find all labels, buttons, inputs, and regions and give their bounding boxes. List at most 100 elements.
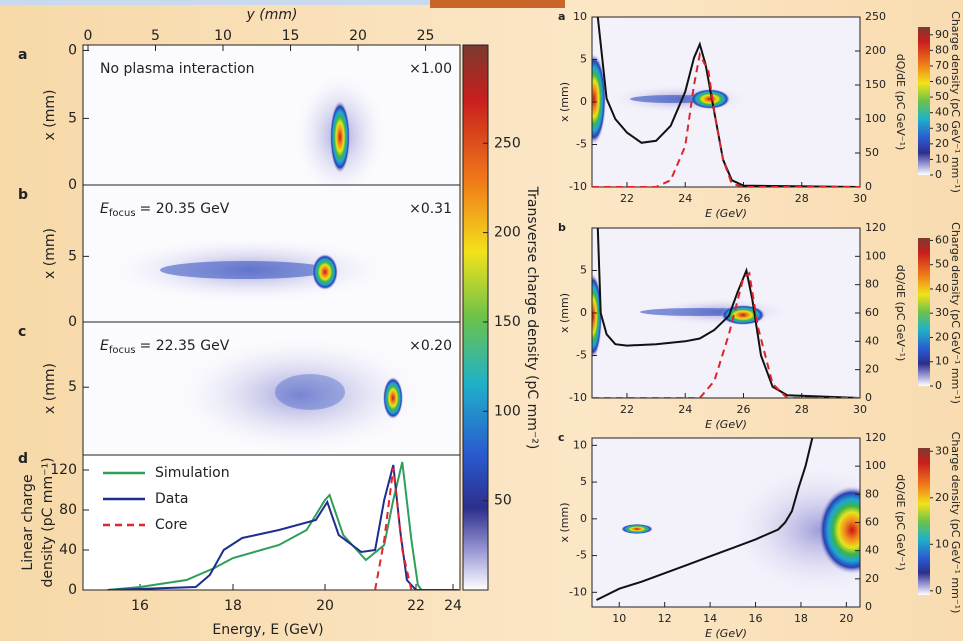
top-strip	[0, 0, 430, 5]
x-tick-label: 28	[795, 192, 809, 205]
annotation: No plasma interaction	[100, 61, 255, 77]
annotation-subscript: focus	[109, 345, 136, 356]
x-tick-label: 22	[620, 192, 634, 205]
y2-axis-label: dQ/dE (pC GeV⁻¹)	[894, 474, 907, 571]
x-tick-label: 26	[736, 192, 750, 205]
data-line	[592, 51, 860, 187]
data-line	[107, 464, 459, 590]
colorbar-tick-label: 250	[494, 135, 521, 151]
panel-label: b	[18, 187, 28, 203]
colorbar-tick-label: 50	[935, 90, 949, 103]
data-line	[596, 438, 814, 601]
y2-tick-label: 20	[865, 363, 879, 376]
x-tick-label: 24	[678, 403, 692, 416]
y-tick-label: 0	[68, 177, 77, 193]
plot-area	[82, 454, 461, 591]
x-tick-label: 12	[658, 612, 672, 625]
y-axis-label: x (mm)	[558, 293, 571, 333]
colorbar-tick-label: 60	[935, 75, 949, 88]
y-tick-label: 5	[580, 53, 587, 66]
heatmap-blob	[383, 377, 403, 419]
colorbar-tick-label: 30	[935, 121, 949, 134]
x-tick-label: 30	[853, 403, 867, 416]
heatmap-blob	[730, 465, 860, 595]
y-tick-label: 0	[580, 95, 587, 108]
colorbar-tick-label: 30	[935, 444, 949, 457]
y-axis-label: density (pC mm⁻¹)	[40, 457, 56, 587]
colorbar-tick-label: 0	[935, 584, 942, 597]
y-tick-label: 80	[59, 502, 77, 518]
y-tick-label: -10	[569, 180, 587, 193]
x-tick-label: 22	[407, 598, 425, 614]
colorbar-tick-label: 20	[935, 137, 949, 150]
y-tick-label: 0	[68, 582, 77, 598]
y-tick-label: 5	[580, 264, 587, 277]
y-tick-label: 0	[68, 314, 77, 330]
y-tick-label: -10	[569, 585, 587, 598]
legend-label: Simulation	[155, 465, 230, 481]
legend-label: Core	[155, 517, 187, 533]
panel-label: b	[558, 221, 566, 234]
y2-tick-label: 200	[865, 44, 886, 57]
y2-tick-label: 20	[865, 572, 879, 585]
heatmap-blob	[592, 54, 606, 144]
colorbar-tick-label: 30	[935, 306, 949, 319]
y2-tick-label: 40	[865, 544, 879, 557]
y-tick-label: 5	[68, 248, 77, 264]
colorbar-label: Charge density (pC GeV⁻¹ mm⁻¹)	[949, 11, 962, 193]
colorbar	[918, 27, 930, 175]
x-tick-label: 24	[444, 598, 462, 614]
x-tick-label: 16	[131, 598, 149, 614]
y-tick-label: 0	[68, 42, 77, 58]
y2-tick-label: 60	[865, 306, 879, 319]
x-tick-label: 10	[612, 612, 626, 625]
y-axis-label: Linear charge	[20, 474, 36, 570]
y-tick-label: 40	[59, 542, 77, 558]
x-tick-label: 0	[84, 28, 93, 44]
y2-tick-label: 100	[865, 249, 886, 262]
x-axis-label: E (GeV)	[705, 627, 747, 640]
x-tick-label: 18	[224, 598, 242, 614]
colorbar-tick-label: 150	[494, 314, 521, 330]
y-tick-label: -5	[576, 549, 587, 562]
colorbar-tick-label: 60	[935, 233, 949, 246]
y2-tick-label: 80	[865, 278, 879, 291]
heatmap-blob	[721, 305, 765, 325]
y2-tick-label: 0	[865, 391, 872, 404]
colorbar-label: Transverse charge density (pC mm⁻²)	[524, 186, 540, 450]
y-tick-label: 10	[573, 10, 587, 23]
heatmap-image	[110, 238, 390, 302]
panel-label: a	[18, 47, 27, 63]
panel-label: c	[558, 431, 565, 444]
data-line	[592, 271, 860, 398]
x-tick-label: 16	[749, 612, 763, 625]
y-tick-label: 5	[68, 379, 77, 395]
x-tick-label: 20	[349, 28, 367, 44]
colorbar-tick-label: 50	[935, 258, 949, 271]
panel-label: a	[558, 10, 565, 23]
y-axis-label: x (mm)	[42, 363, 58, 414]
x-tick-label: 15	[282, 28, 300, 44]
colorbar-tick-label: 0	[935, 168, 942, 181]
colorbar-tick-label: 100	[494, 403, 521, 419]
scale-factor: ×1.00	[409, 61, 452, 77]
x-tick-label: 18	[794, 612, 808, 625]
heatmap-image	[592, 54, 750, 144]
x-tick-label: 20	[839, 612, 853, 625]
heatmap-blob	[690, 89, 730, 109]
data-line	[596, 228, 860, 398]
y2-axis-label: dQ/dE (pC GeV⁻¹)	[894, 265, 907, 362]
y-axis-label: x (mm)	[558, 502, 571, 542]
colorbar-tick-label: 40	[935, 282, 949, 295]
y2-tick-label: 0	[865, 600, 872, 613]
y2-tick-label: 150	[865, 78, 886, 91]
colorbar	[462, 44, 489, 591]
x-axis-label: Energy, E (GeV)	[212, 622, 323, 638]
top-strip	[430, 0, 565, 8]
left-figure: 0 5 a x (mm) No plasma interaction ×1.00 0 5 10 1…	[18, 7, 540, 638]
y-tick-label: -5	[576, 349, 587, 362]
x-tick-label: 20	[316, 598, 334, 614]
annotation-symbol: E	[100, 201, 109, 217]
